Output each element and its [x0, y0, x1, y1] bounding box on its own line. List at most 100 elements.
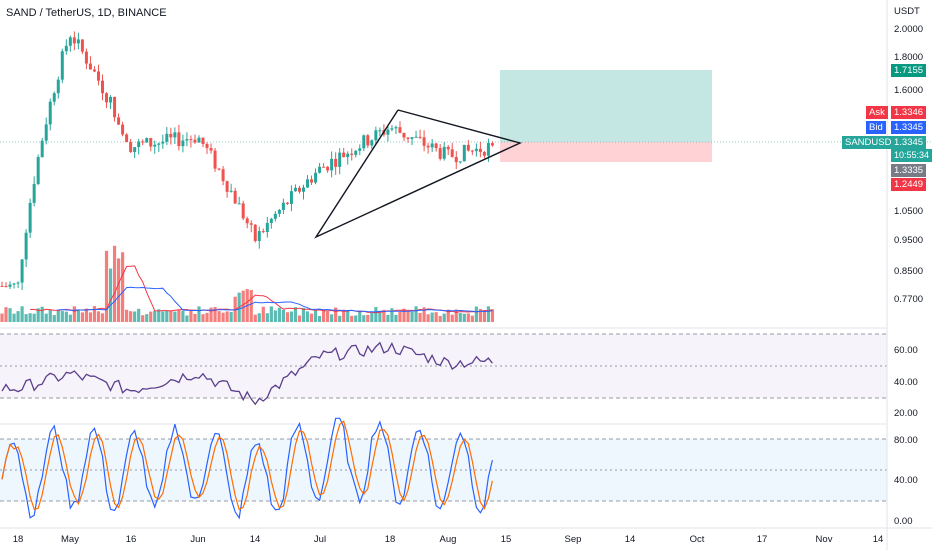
candle-body: [149, 138, 153, 147]
volume-bar: [88, 312, 93, 322]
volume-bar: [382, 309, 386, 322]
volume-bar: [338, 315, 342, 322]
volume-bar: [253, 314, 257, 322]
volume-bar: [442, 313, 446, 322]
time-label-18b: 18: [385, 534, 396, 545]
volume-bar: [285, 312, 290, 322]
candle-body: [306, 179, 310, 188]
target-zone[interactable]: [500, 70, 712, 142]
volume-bar: [249, 289, 253, 322]
volume-bar: [346, 310, 350, 322]
volume-bar: [209, 307, 213, 322]
candle-body: [426, 145, 430, 148]
volume-bar: [185, 315, 189, 322]
candle-body: [462, 144, 466, 162]
volume-bar: [201, 314, 205, 322]
target-price-tag: 1.7155: [891, 64, 927, 77]
volume-bar: [76, 309, 80, 322]
volume-bar: [297, 315, 302, 322]
candle-body: [438, 148, 442, 159]
rsi-tick-60: 60.00: [894, 345, 918, 356]
candle-body: [153, 144, 157, 147]
volume-bar: [390, 308, 394, 322]
candle-body: [64, 45, 68, 52]
candle-body: [350, 153, 354, 155]
candle-body: [32, 184, 36, 203]
volume-bar: [366, 314, 370, 322]
candle-body: [241, 203, 245, 219]
volume-bar: [370, 312, 374, 322]
candle-body: [470, 150, 474, 152]
candle-body: [229, 190, 233, 192]
candle-body: [84, 51, 88, 64]
volume-bar: [225, 311, 229, 322]
volume-bar: [32, 313, 36, 322]
volume-bar: [394, 314, 398, 322]
candle-body: [374, 130, 378, 141]
ask-label-tag: Ask: [866, 106, 888, 119]
candle-body: [314, 172, 318, 183]
volume-bar: [217, 311, 221, 322]
stoch-k-line: [1, 417, 493, 520]
candle-body: [4, 286, 8, 288]
stop-zone[interactable]: [500, 142, 712, 162]
volume-bar: [454, 309, 458, 322]
candle-body: [418, 136, 422, 138]
candle-body: [265, 223, 269, 233]
candle-body: [121, 124, 125, 135]
candle-body: [76, 39, 80, 44]
candle-body: [269, 218, 273, 224]
volume-bar: [112, 245, 117, 322]
volume-bar: [273, 310, 277, 322]
candle-body: [12, 283, 16, 285]
volume-bar: [350, 315, 354, 322]
candle-body: [169, 133, 173, 138]
candle-body: [466, 144, 470, 151]
axes: USDT 2.0000 1.8000 1.6000 1.0500 0.9500 …: [894, 6, 923, 527]
volume-bar: [309, 313, 314, 322]
candle-body: [137, 141, 141, 148]
price-tick-2-0000: 2.0000: [894, 24, 923, 35]
volume-bar: [446, 309, 450, 322]
candle-body: [209, 148, 213, 151]
volume-bar: [20, 306, 24, 322]
candle-body: [193, 139, 197, 143]
volume-bar: [153, 310, 157, 322]
time-axis: 18 May 16 Jun 14 Jul 18 Aug 15 Sep 14 Oc…: [13, 534, 884, 545]
chart-title: SAND / TetherUS, 1D, BINANCE: [6, 7, 167, 19]
candle-body: [402, 132, 406, 138]
volume-bar: [24, 314, 28, 322]
candle-body: [16, 282, 20, 284]
volume-bar: [92, 306, 97, 322]
candle-body: [297, 187, 301, 192]
price-tick-0-8500: 0.8500: [894, 266, 923, 277]
volume-bar: [450, 314, 454, 322]
price-tick-0-7700: 0.7700: [894, 294, 923, 305]
volume-bar: [213, 307, 217, 322]
candle-body: [285, 202, 289, 204]
volume-bar: [205, 312, 209, 322]
volume-bar: [269, 306, 273, 322]
candle-body: [398, 127, 402, 133]
candle-body: [253, 224, 257, 241]
volume-bar: [305, 311, 310, 322]
candle-body: [430, 143, 434, 148]
volume-bar: [173, 311, 177, 322]
volume-bar: [438, 315, 442, 322]
volume-bar: [402, 308, 406, 322]
time-label-nov: Nov: [816, 534, 833, 545]
price-tick-1-0500: 1.0500: [894, 206, 923, 217]
volume-bar: [241, 290, 245, 322]
candle-body: [482, 152, 486, 156]
symmetrical-triangle[interactable]: [314, 109, 523, 239]
volume-bar: [482, 310, 486, 322]
candle-body: [490, 143, 494, 146]
candle-body: [478, 148, 482, 153]
candle-body: [52, 93, 56, 102]
time-label-may: May: [61, 534, 79, 545]
volume-bar: [52, 315, 56, 322]
volume-bar: [197, 306, 201, 322]
candle-body: [177, 132, 181, 147]
